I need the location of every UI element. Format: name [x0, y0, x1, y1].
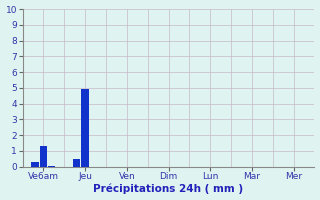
Bar [82, 89, 89, 167]
Bar [40, 146, 47, 167]
Bar [48, 166, 55, 167]
Bar [31, 162, 39, 167]
X-axis label: Précipitations 24h ( mm ): Précipitations 24h ( mm ) [93, 184, 244, 194]
Bar [73, 159, 80, 167]
